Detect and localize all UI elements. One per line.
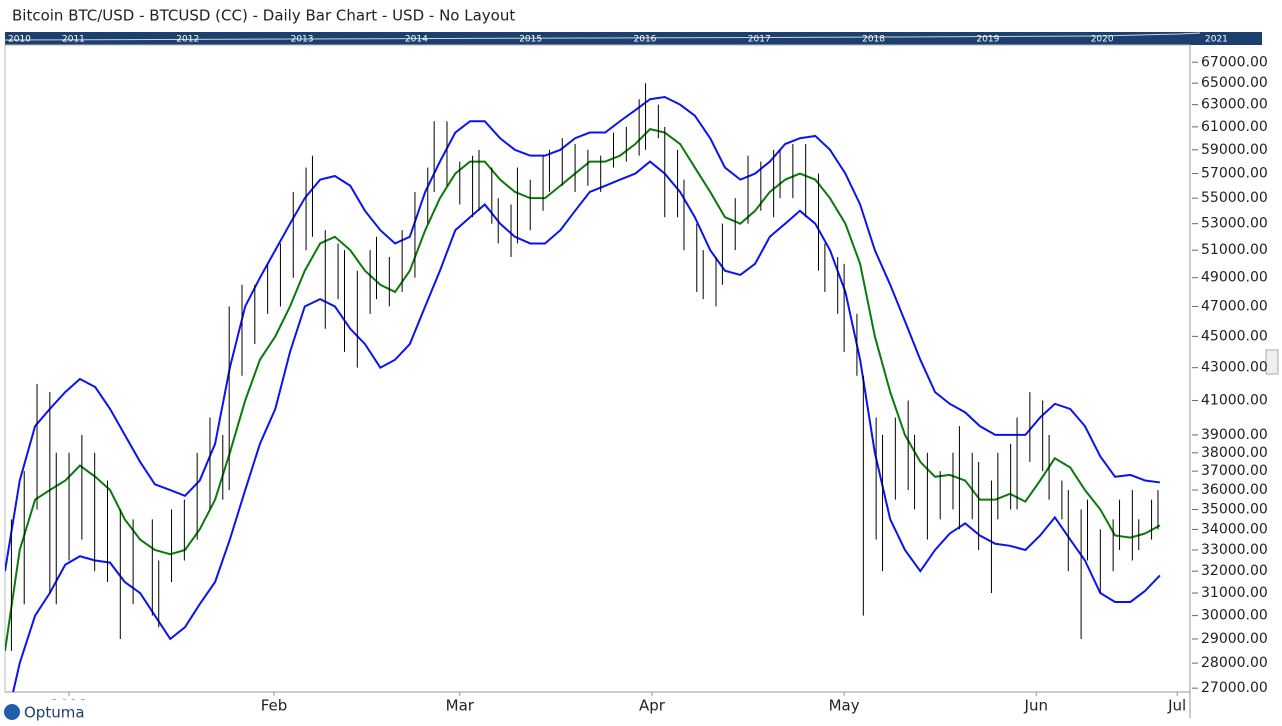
x-tick-label: Apr [639, 697, 666, 715]
logo-text: Optuma [24, 704, 85, 722]
side-handle[interactable] [1265, 349, 1279, 375]
y-tick-label: 61000.00 [1201, 119, 1268, 135]
x-tick-label: Jun [1024, 697, 1048, 715]
x-tick-label: May [829, 697, 860, 715]
navigator-label: 2012 [176, 35, 199, 45]
y-tick-label: 33000.00 [1201, 542, 1268, 558]
y-tick-label: 47000.00 [1201, 298, 1268, 314]
navigator-label: 2017 [748, 35, 771, 45]
y-tick-label: 36000.00 [1201, 482, 1268, 498]
y-tick-label: 45000.00 [1201, 328, 1268, 344]
y-tick-label: 53000.00 [1201, 216, 1268, 232]
y-tick-label: 57000.00 [1201, 166, 1268, 182]
chart-title: Bitcoin BTC/USD - BTCUSD (CC) - Daily Ba… [12, 7, 515, 25]
navigator-label: 2016 [634, 35, 657, 45]
y-tick-label: 28000.00 [1201, 655, 1268, 671]
y-tick-label: 37000.00 [1201, 463, 1268, 479]
navigator-label: 2021 [1205, 35, 1228, 45]
y-tick-label: 49000.00 [1201, 270, 1268, 286]
navigator-label: 2015 [519, 35, 542, 45]
y-tick-label: 27000.00 [1201, 680, 1268, 696]
band-lower [12, 160, 1161, 692]
y-tick-label: 38000.00 [1201, 445, 1268, 461]
navigator [5, 32, 1262, 45]
y-tick-label: 32000.00 [1201, 563, 1268, 579]
navigator-label: 2014 [405, 35, 428, 45]
navigator-label: 2019 [976, 35, 999, 45]
logo: Optuma [0, 700, 100, 726]
y-tick-label: 43000.00 [1201, 360, 1268, 376]
y-tick-label: 59000.00 [1201, 142, 1268, 158]
y-tick-label: 29000.00 [1201, 631, 1268, 647]
y-tick-label: 34000.00 [1201, 521, 1268, 537]
plot-area [5, 83, 1161, 692]
y-tick-label: 35000.00 [1201, 501, 1268, 517]
navigator-label: 2018 [862, 35, 885, 45]
y-tick-label: 51000.00 [1201, 242, 1268, 258]
y-tick-label: 31000.00 [1201, 585, 1268, 601]
y-tick-label: 67000.00 [1201, 54, 1268, 70]
navigator-trace [4, 32, 1201, 41]
logo-icon [4, 704, 20, 720]
y-tick-label: 39000.00 [1201, 427, 1268, 443]
y-tick-label: 63000.00 [1201, 97, 1268, 113]
navigator-label: 2011 [62, 35, 85, 45]
y-tick-label: 55000.00 [1201, 190, 1268, 206]
navigator-label: 2010 [8, 35, 31, 45]
y-tick-label: 30000.00 [1201, 608, 1268, 624]
x-tick-label: Feb [261, 697, 288, 715]
y-tick-label: 41000.00 [1201, 392, 1268, 408]
x-tick-label: Mar [446, 697, 475, 715]
x-tick-label: Jul [1167, 697, 1186, 715]
y-tick-label: 65000.00 [1201, 75, 1268, 91]
navigator-label: 2020 [1091, 35, 1114, 45]
navigator-label: 2013 [291, 35, 314, 45]
